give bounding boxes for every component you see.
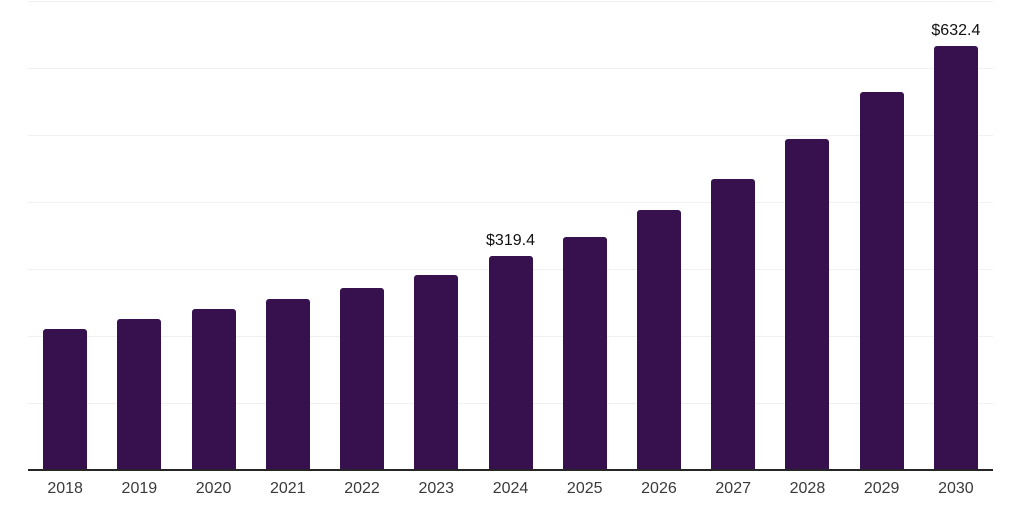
bar-2027 bbox=[711, 178, 756, 470]
x-tick-label-2019: 2019 bbox=[121, 480, 158, 497]
gridline bbox=[28, 202, 993, 203]
bar-2018 bbox=[43, 329, 88, 470]
x-tick-label-2030: 2030 bbox=[938, 480, 974, 497]
x-tick-label-2018: 2018 bbox=[47, 480, 83, 497]
x-tick-label-2028: 2028 bbox=[789, 480, 826, 497]
bar-value-label-2030: $632.4 bbox=[931, 22, 981, 40]
x-tick-label-2026: 2026 bbox=[641, 480, 677, 497]
gridline bbox=[28, 1, 993, 2]
x-tick-label-2022: 2022 bbox=[344, 480, 380, 497]
bar-2019 bbox=[117, 318, 162, 470]
bar-2023 bbox=[414, 274, 459, 470]
bar-2020 bbox=[191, 308, 236, 470]
bar-2025 bbox=[562, 236, 607, 470]
bar-2024 bbox=[488, 256, 533, 470]
bar-2021 bbox=[265, 298, 310, 470]
gridline bbox=[28, 135, 993, 136]
x-tick-label-2024: 2024 bbox=[492, 480, 529, 497]
bar-2022 bbox=[340, 287, 385, 470]
gridline bbox=[28, 68, 993, 69]
x-axis-line bbox=[28, 469, 993, 471]
x-tick-label-2021: 2021 bbox=[270, 480, 306, 497]
x-tick-label-2029: 2029 bbox=[863, 480, 900, 497]
bar-2030 bbox=[933, 46, 978, 470]
x-tick-label-2020: 2020 bbox=[195, 480, 232, 497]
x-tick-label-2027: 2027 bbox=[715, 480, 751, 497]
bar-2026 bbox=[636, 209, 681, 470]
bar-2028 bbox=[785, 138, 830, 470]
x-tick-label-2025: 2025 bbox=[566, 480, 603, 497]
x-tick-label-2023: 2023 bbox=[418, 480, 455, 497]
bar-2029 bbox=[859, 91, 904, 470]
bar-value-label-2024: $319.4 bbox=[486, 232, 535, 250]
